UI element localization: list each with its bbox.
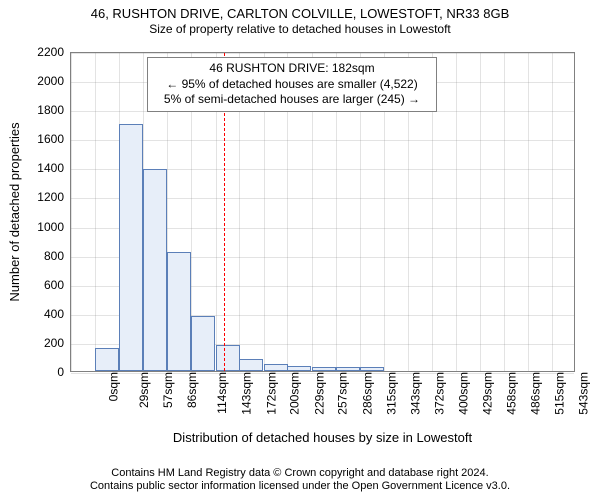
x-tick-label: 372sqm <box>430 372 447 415</box>
footer: Contains HM Land Registry data © Crown c… <box>0 467 600 495</box>
x-tick-label: 458sqm <box>502 372 519 415</box>
histogram-bar <box>336 367 360 371</box>
x-tick-label: 286sqm <box>357 372 374 415</box>
x-tick-label: 343sqm <box>405 372 422 415</box>
annotation-line: 5% of semi-detached houses are larger (2… <box>154 92 430 108</box>
x-tick-label: 143sqm <box>237 372 254 415</box>
footer-line-2: Contains public sector information licen… <box>0 480 600 494</box>
y-tick-label: 1000 <box>37 220 70 234</box>
x-tick-label: 315sqm <box>382 372 399 415</box>
x-tick-label: 486sqm <box>526 372 543 415</box>
histogram-bar <box>167 252 191 371</box>
x-tick-label: 114sqm <box>212 372 229 414</box>
gridline-vertical <box>552 53 553 371</box>
gridline-vertical <box>71 53 72 371</box>
x-axis-label: Distribution of detached houses by size … <box>173 430 472 445</box>
annotation-line: ← 95% of detached houses are smaller (4,… <box>154 77 430 93</box>
y-tick-label: 1600 <box>37 132 70 146</box>
histogram-bar <box>191 316 215 371</box>
footer-line-1: Contains HM Land Registry data © Crown c… <box>0 467 600 481</box>
y-axis-label: Number of detached properties <box>7 122 22 301</box>
x-tick-label: 172sqm <box>261 372 278 415</box>
histogram-bar <box>119 124 143 371</box>
y-tick-label: 1800 <box>37 103 70 117</box>
x-tick-label: 0sqm <box>103 372 120 401</box>
annotation-line: 46 RUSHTON DRIVE: 182sqm <box>154 61 430 77</box>
chart-title: 46, RUSHTON DRIVE, CARLTON COLVILLE, LOW… <box>0 0 600 22</box>
histogram-bar <box>360 367 384 371</box>
gridline-vertical <box>95 53 96 371</box>
y-tick-label: 200 <box>44 336 70 350</box>
y-tick-label: 1400 <box>37 161 70 175</box>
x-tick-label: 57sqm <box>158 372 175 408</box>
histogram-bar <box>287 366 311 371</box>
y-tick-label: 800 <box>44 249 70 263</box>
gridline-vertical <box>480 53 481 371</box>
gridline-horizontal <box>71 140 574 141</box>
histogram-bar <box>312 367 336 371</box>
y-tick-label: 2200 <box>37 45 70 59</box>
annotation-box: 46 RUSHTON DRIVE: 182sqm← 95% of detache… <box>147 57 437 112</box>
histogram-bar <box>264 364 288 371</box>
y-tick-label: 0 <box>57 365 70 379</box>
histogram-bar <box>95 348 119 371</box>
x-tick-label: 543sqm <box>574 372 591 415</box>
gridline-vertical <box>456 53 457 371</box>
gridline-vertical <box>504 53 505 371</box>
y-tick-label: 1200 <box>37 190 70 204</box>
x-tick-label: 515sqm <box>550 372 567 415</box>
plot-region: 46 RUSHTON DRIVE: 182sqm← 95% of detache… <box>70 52 575 372</box>
x-tick-label: 29sqm <box>134 372 151 408</box>
gridline-horizontal <box>71 53 574 54</box>
chart-subtitle: Size of property relative to detached ho… <box>0 22 600 37</box>
x-tick-label: 86sqm <box>182 372 199 408</box>
histogram-bar <box>216 345 240 371</box>
chart-area: 46 RUSHTON DRIVE: 182sqm← 95% of detache… <box>70 52 575 372</box>
histogram-bar <box>239 359 263 371</box>
y-tick-label: 400 <box>44 307 70 321</box>
x-tick-label: 257sqm <box>333 372 350 415</box>
y-tick-label: 2000 <box>37 74 70 88</box>
x-tick-label: 429sqm <box>478 372 495 415</box>
histogram-bar <box>143 169 167 371</box>
x-tick-label: 200sqm <box>285 372 302 415</box>
gridline-vertical <box>528 53 529 371</box>
x-tick-label: 229sqm <box>309 372 326 415</box>
y-tick-label: 600 <box>44 278 70 292</box>
x-tick-label: 400sqm <box>453 372 470 415</box>
